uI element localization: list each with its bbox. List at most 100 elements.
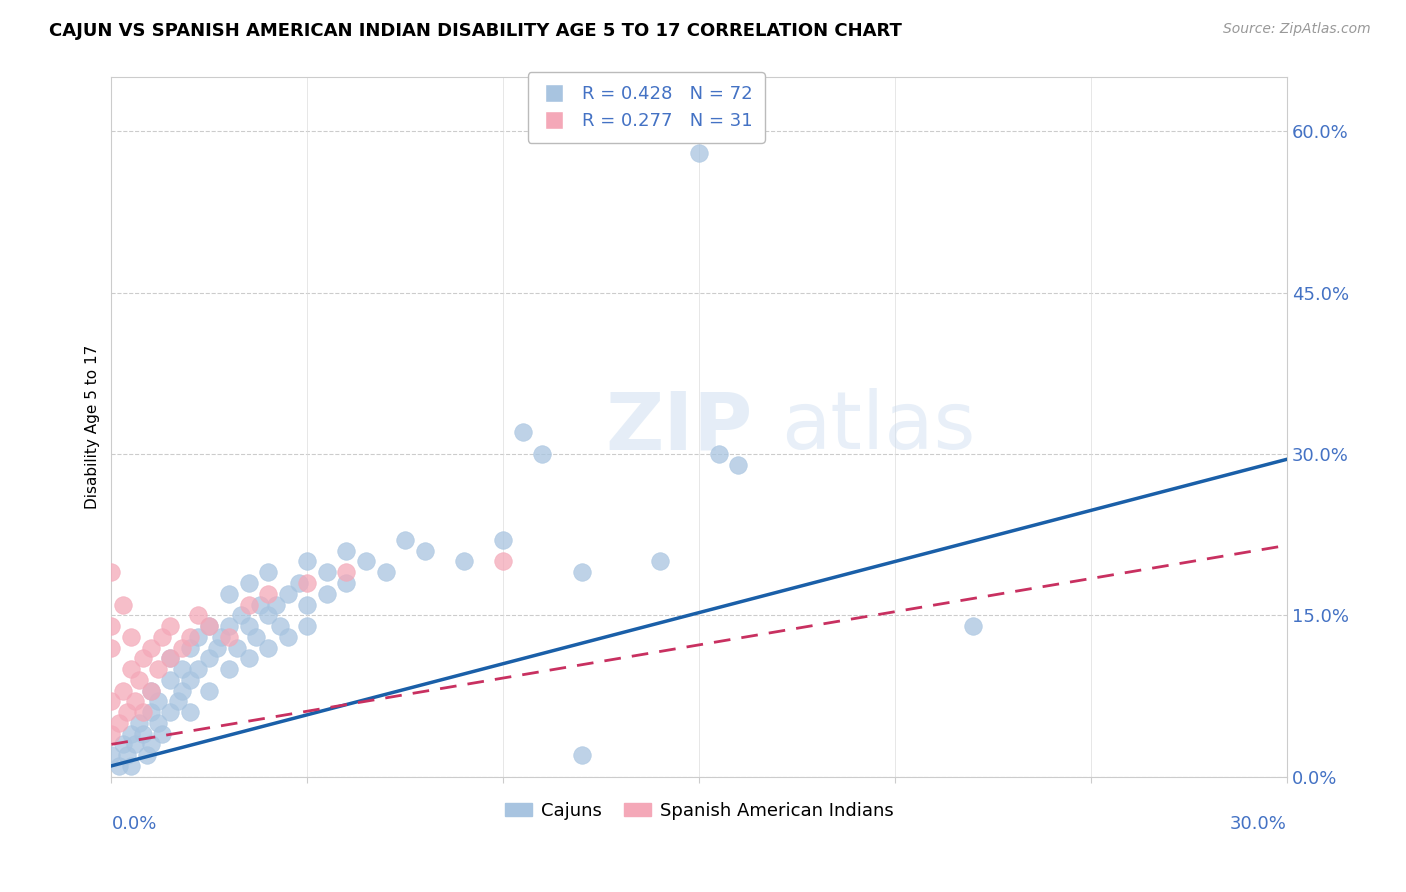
Text: Source: ZipAtlas.com: Source: ZipAtlas.com <box>1223 22 1371 37</box>
Point <box>100 619 122 633</box>
Point <box>316 587 339 601</box>
Point <box>648 554 671 568</box>
Point <box>112 683 135 698</box>
Point <box>229 608 252 623</box>
Text: CAJUN VS SPANISH AMERICAN INDIAN DISABILITY AGE 5 TO 17 CORRELATION CHART: CAJUN VS SPANISH AMERICAN INDIAN DISABIL… <box>49 22 903 40</box>
Point <box>257 640 280 655</box>
Text: 30.0%: 30.0% <box>1230 815 1286 833</box>
Point <box>120 759 142 773</box>
Point <box>492 533 515 547</box>
Point <box>128 673 150 687</box>
Point <box>115 705 138 719</box>
Point <box>571 748 593 763</box>
Point <box>257 566 280 580</box>
Point <box>179 630 201 644</box>
Point <box>453 554 475 568</box>
Point <box>249 598 271 612</box>
Text: 0.0%: 0.0% <box>111 815 157 833</box>
Point <box>297 554 319 568</box>
Point <box>159 673 181 687</box>
Point <box>238 619 260 633</box>
Point <box>170 683 193 698</box>
Point <box>335 576 357 591</box>
Point <box>238 598 260 612</box>
Point <box>198 619 221 633</box>
Point <box>269 619 291 633</box>
Point <box>297 598 319 612</box>
Point <box>187 662 209 676</box>
Point <box>148 715 170 730</box>
Point <box>209 630 232 644</box>
Point <box>374 566 396 580</box>
Point <box>316 566 339 580</box>
Point <box>297 619 319 633</box>
Point <box>394 533 416 547</box>
Point <box>707 447 730 461</box>
Point <box>962 619 984 633</box>
Point <box>120 662 142 676</box>
Point <box>100 748 122 763</box>
Point <box>257 608 280 623</box>
Point <box>132 705 155 719</box>
Point <box>112 598 135 612</box>
Point <box>277 630 299 644</box>
Point <box>198 683 221 698</box>
Point <box>413 543 436 558</box>
Point <box>150 630 173 644</box>
Text: ZIP: ZIP <box>605 388 752 466</box>
Point <box>139 705 162 719</box>
Point <box>512 425 534 440</box>
Text: atlas: atlas <box>782 388 976 466</box>
Point <box>170 640 193 655</box>
Point <box>100 694 122 708</box>
Point <box>198 619 221 633</box>
Point <box>148 694 170 708</box>
Point <box>120 726 142 740</box>
Point <box>218 630 240 644</box>
Point <box>100 726 122 740</box>
Point <box>159 619 181 633</box>
Point <box>257 587 280 601</box>
Point <box>159 651 181 665</box>
Point <box>132 651 155 665</box>
Point <box>264 598 287 612</box>
Point <box>139 640 162 655</box>
Point <box>128 715 150 730</box>
Point <box>139 737 162 751</box>
Point <box>170 662 193 676</box>
Point <box>288 576 311 591</box>
Point <box>218 619 240 633</box>
Point <box>120 630 142 644</box>
Point <box>187 608 209 623</box>
Point <box>238 651 260 665</box>
Point <box>277 587 299 601</box>
Point <box>492 554 515 568</box>
Point <box>179 640 201 655</box>
Point <box>159 651 181 665</box>
Point <box>108 715 131 730</box>
Point <box>205 640 228 655</box>
Point <box>139 683 162 698</box>
Point <box>531 447 554 461</box>
Point <box>218 587 240 601</box>
Point <box>335 566 357 580</box>
Point <box>124 737 146 751</box>
Point <box>150 726 173 740</box>
Point <box>112 737 135 751</box>
Point <box>688 145 710 160</box>
Point <box>179 705 201 719</box>
Point <box>727 458 749 472</box>
Point <box>187 630 209 644</box>
Point <box>225 640 247 655</box>
Point <box>218 662 240 676</box>
Point <box>167 694 190 708</box>
Point <box>159 705 181 719</box>
Y-axis label: Disability Age 5 to 17: Disability Age 5 to 17 <box>86 345 100 509</box>
Legend: Cajuns, Spanish American Indians: Cajuns, Spanish American Indians <box>498 795 901 827</box>
Point <box>108 759 131 773</box>
Point <box>115 748 138 763</box>
Point <box>139 683 162 698</box>
Point <box>132 726 155 740</box>
Point <box>100 566 122 580</box>
Point <box>179 673 201 687</box>
